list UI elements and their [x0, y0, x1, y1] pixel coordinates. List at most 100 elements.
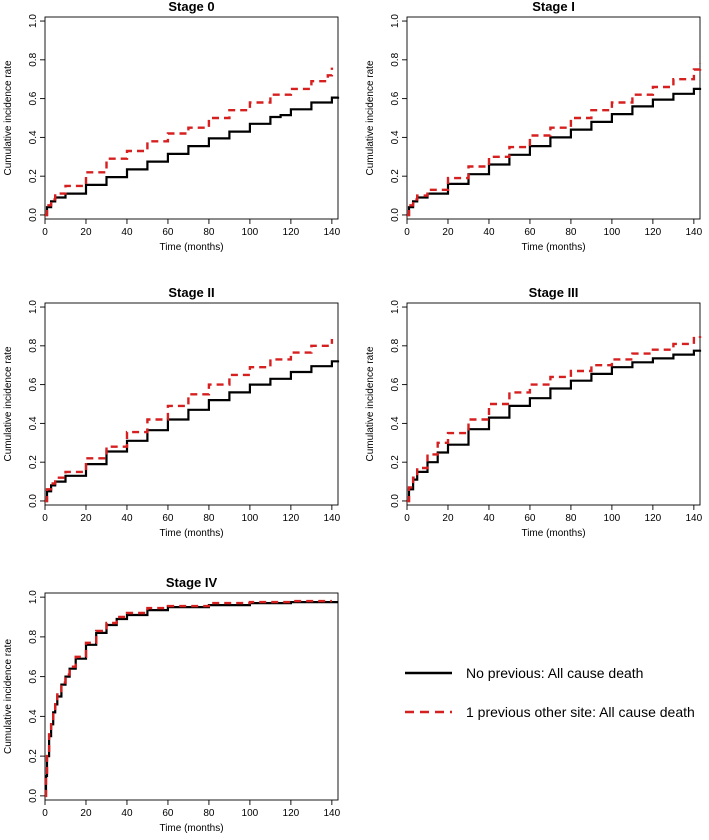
chart-title: Stage III: [529, 285, 579, 300]
y-tick-label: 0.8: [28, 52, 39, 66]
x-tick-label: 80: [203, 227, 215, 238]
y-tick-label: 0.4: [28, 130, 39, 144]
x-axis-label: Time (months): [159, 823, 223, 834]
series-line-no-previous: [407, 87, 702, 217]
x-tick-label: 40: [483, 513, 495, 524]
series-line-previous-other-site: [44, 599, 332, 798]
x-tick-label: 20: [80, 513, 92, 524]
x-tick-label: 20: [80, 227, 92, 238]
x-tick-label: 140: [324, 513, 341, 524]
y-tick-label: 0.2: [28, 169, 39, 183]
y-axis-label: Cumulative incidence rate: [365, 346, 376, 461]
y-tick-label: 0.2: [390, 455, 401, 469]
chart-panel-5: Stage IV 0 20 40 60 80 100 120 140 0.0 0.2 0.4 0.6 0.…: [3, 575, 341, 834]
plot-frame: [406, 16, 701, 220]
series-line-no-previous: [45, 96, 340, 217]
x-tick-label: 80: [203, 513, 215, 524]
chart-panel-1: Stage 0 0 20 40 60 80 100 120 140 0.0 0.2 0.4 0.6 0.8…: [3, 0, 341, 253]
y-tick-label: 0.0: [28, 208, 39, 222]
plot-frame: [44, 16, 339, 220]
y-tick-label: 1.0: [28, 14, 39, 28]
y-axis-label: Cumulative incidence rate: [3, 639, 14, 754]
plot-frame: [406, 302, 701, 506]
x-tick-label: 100: [242, 227, 259, 238]
x-tick-label: 20: [442, 513, 454, 524]
legend-label-no-previous: No previous: All cause death: [466, 665, 643, 681]
x-tick-label: 120: [283, 227, 300, 238]
y-tick-label: 0.0: [28, 494, 39, 508]
x-tick-label: 120: [283, 808, 300, 819]
y-tick-label: 0.2: [28, 455, 39, 469]
x-tick-label: 100: [242, 513, 259, 524]
x-tick-label: 100: [604, 513, 621, 524]
series-line-previous-other-site: [45, 67, 334, 217]
y-tick-label: 0.2: [28, 749, 39, 763]
y-tick-label: 0.4: [28, 416, 39, 430]
y-tick-label: 0.8: [28, 338, 39, 352]
x-tick-label: 140: [686, 513, 703, 524]
x-tick-label: 20: [442, 227, 454, 238]
y-axis-label: Cumulative incidence rate: [3, 346, 14, 461]
x-tick-label: 0: [404, 227, 410, 238]
x-tick-label: 140: [686, 227, 703, 238]
x-tick-label: 0: [42, 513, 48, 524]
y-tick-label: 0.4: [390, 416, 401, 430]
legend-label-previous-other-site: 1 previous other site: All cause death: [466, 704, 695, 720]
x-tick-label: 120: [645, 227, 662, 238]
x-tick-label: 60: [524, 513, 536, 524]
y-tick-label: 1.0: [390, 14, 401, 28]
chart-title: Stage IV: [166, 575, 218, 590]
series-line-previous-other-site: [45, 339, 334, 503]
chart-title: Stage I: [532, 0, 575, 14]
chart-title: Stage 0: [168, 0, 214, 14]
series-line-no-previous: [45, 360, 340, 503]
x-tick-label: 0: [42, 227, 48, 238]
x-tick-label: 60: [162, 808, 174, 819]
x-tick-label: 60: [162, 513, 174, 524]
y-tick-label: 1.0: [390, 300, 401, 314]
plot-frame: [44, 592, 339, 801]
series-line-previous-other-site: [407, 336, 702, 503]
x-tick-label: 20: [80, 808, 92, 819]
y-tick-label: 0.4: [28, 709, 39, 723]
chart-panel-4: Stage III 0 20 40 60 80 100 120 140 0.0 0.2 0.4 0.6 0…: [365, 285, 703, 539]
x-tick-label: 140: [324, 227, 341, 238]
series-line-no-previous: [407, 349, 702, 503]
y-tick-label: 0.0: [390, 208, 401, 222]
y-tick-label: 0.6: [28, 91, 39, 105]
y-tick-label: 1.0: [28, 300, 39, 314]
x-tick-label: 40: [121, 227, 133, 238]
x-axis-label: Time (months): [521, 242, 585, 253]
x-tick-label: 100: [242, 808, 259, 819]
x-tick-label: 40: [483, 227, 495, 238]
y-tick-label: 0.2: [390, 169, 401, 183]
x-tick-label: 0: [404, 513, 410, 524]
y-tick-label: 0.8: [28, 629, 39, 643]
y-tick-label: 0.6: [28, 377, 39, 391]
y-tick-label: 0.6: [390, 91, 401, 105]
chart-panel-2: Stage I 0 20 40 60 80 100 120 140 0.0 0.2 0.4 0.6 0.8…: [365, 0, 703, 253]
plot-frame: [44, 302, 339, 506]
x-tick-label: 80: [565, 227, 577, 238]
y-tick-label: 0.0: [28, 788, 39, 802]
x-tick-label: 80: [565, 513, 577, 524]
y-tick-label: 0.4: [390, 130, 401, 144]
chart-panel-3: Stage II 0 20 40 60 80 100 120 140 0.0 0.2 0.4 0.6 0.…: [3, 285, 341, 539]
y-tick-label: 0.0: [390, 494, 401, 508]
x-axis-label: Time (months): [159, 242, 223, 253]
x-axis-label: Time (months): [521, 528, 585, 539]
y-tick-label: 0.6: [28, 669, 39, 683]
x-tick-label: 100: [604, 227, 621, 238]
x-tick-label: 140: [324, 808, 341, 819]
series-line-previous-other-site: [407, 63, 702, 217]
legend: No previous: All cause death 1 previous …: [405, 665, 695, 720]
y-tick-label: 0.8: [390, 52, 401, 66]
x-tick-label: 80: [203, 808, 215, 819]
y-axis-label: Cumulative incidence rate: [365, 60, 376, 175]
y-axis-label: Cumulative incidence rate: [3, 60, 14, 175]
chart-title: Stage II: [168, 285, 214, 300]
x-tick-label: 120: [645, 513, 662, 524]
y-tick-label: 1.0: [28, 590, 39, 604]
series-line-no-previous: [44, 601, 338, 797]
